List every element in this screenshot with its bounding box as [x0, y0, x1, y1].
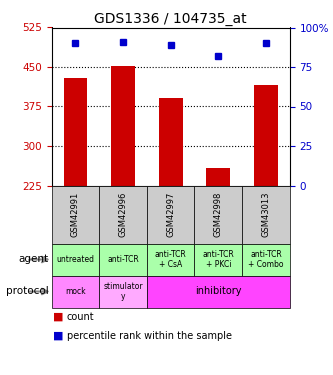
- Text: inhibitory: inhibitory: [195, 286, 241, 297]
- Bar: [194, 243, 242, 276]
- Bar: [64, 78, 87, 186]
- Bar: [254, 86, 278, 186]
- Text: agent: agent: [18, 255, 48, 264]
- Bar: [52, 186, 99, 243]
- Text: ■: ■: [53, 331, 64, 340]
- Text: percentile rank within the sample: percentile rank within the sample: [67, 331, 231, 340]
- Text: GSM42996: GSM42996: [119, 192, 128, 237]
- Text: anti-TCR
+ CsA: anti-TCR + CsA: [155, 250, 186, 269]
- Bar: [147, 243, 194, 276]
- Text: count: count: [67, 312, 94, 322]
- Bar: [99, 243, 147, 276]
- Text: GSM42998: GSM42998: [214, 192, 223, 237]
- Text: GSM42997: GSM42997: [166, 192, 175, 237]
- Bar: [242, 186, 290, 243]
- Bar: [147, 276, 290, 308]
- Bar: [111, 66, 135, 186]
- Bar: [159, 98, 182, 186]
- Text: mock: mock: [65, 287, 86, 296]
- Bar: [206, 168, 230, 186]
- Bar: [52, 276, 99, 308]
- Text: anti-TCR
+ Combo: anti-TCR + Combo: [248, 250, 284, 269]
- Bar: [242, 243, 290, 276]
- Bar: [52, 243, 99, 276]
- Text: stimulator
y: stimulator y: [103, 282, 143, 301]
- Bar: [99, 276, 147, 308]
- Title: GDS1336 / 104735_at: GDS1336 / 104735_at: [94, 12, 247, 27]
- Text: GSM43013: GSM43013: [261, 192, 270, 237]
- Bar: [194, 186, 242, 243]
- Bar: [99, 186, 147, 243]
- Text: untreated: untreated: [56, 255, 95, 264]
- Bar: [147, 186, 194, 243]
- Text: ■: ■: [53, 312, 64, 322]
- Text: anti-TCR: anti-TCR: [107, 255, 139, 264]
- Text: anti-TCR
+ PKCi: anti-TCR + PKCi: [202, 250, 234, 269]
- Text: GSM42991: GSM42991: [71, 192, 80, 237]
- Text: protocol: protocol: [6, 286, 48, 297]
